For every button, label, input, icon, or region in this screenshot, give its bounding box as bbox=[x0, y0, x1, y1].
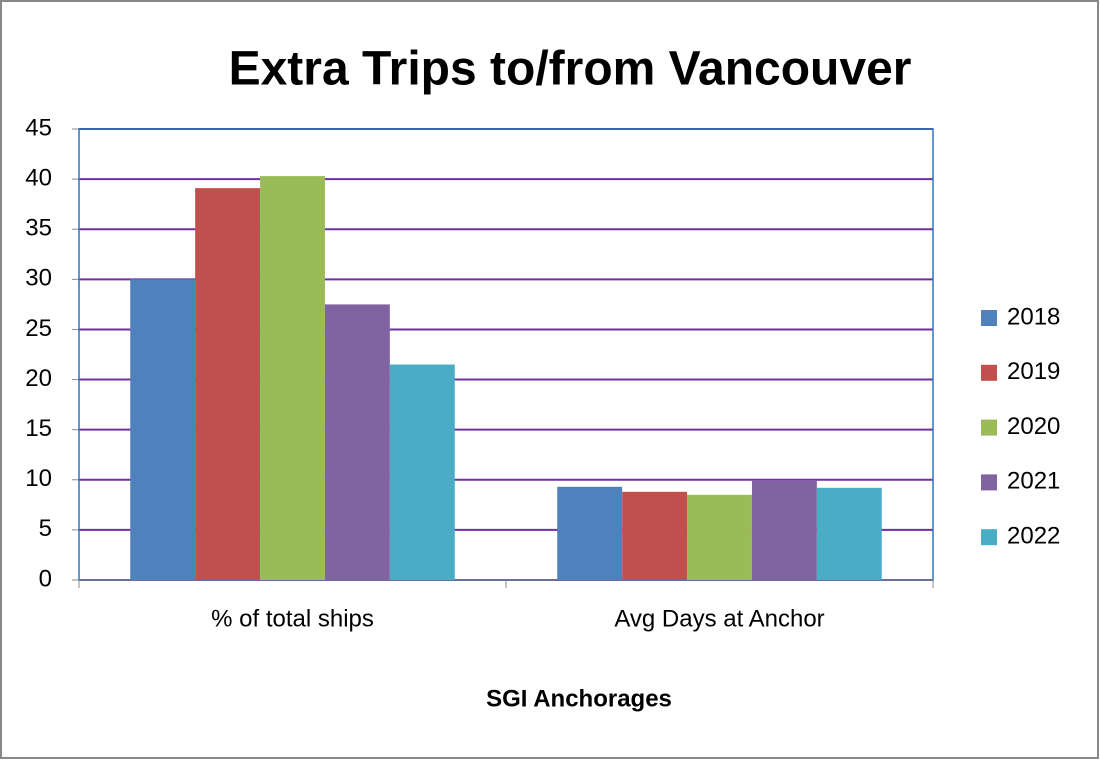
legend-label: 2020 bbox=[1007, 413, 1060, 440]
bar bbox=[557, 486, 623, 580]
bar bbox=[622, 491, 688, 580]
legend-label: 2021 bbox=[1007, 468, 1060, 495]
bar bbox=[130, 279, 196, 580]
bar bbox=[260, 176, 325, 581]
bar bbox=[816, 487, 882, 580]
y-tick-label: 10 bbox=[25, 465, 52, 492]
legend-swatch bbox=[981, 419, 997, 436]
y-tick-label: 20 bbox=[25, 365, 52, 392]
x-tick-label: Avg Days at Anchor bbox=[614, 605, 824, 632]
legend-swatch bbox=[981, 474, 997, 491]
legend-swatch bbox=[981, 529, 997, 546]
bar bbox=[389, 364, 455, 580]
legend-label: 2019 bbox=[1007, 358, 1060, 385]
y-tick-label: 15 bbox=[25, 415, 52, 442]
bar bbox=[195, 188, 261, 580]
bar bbox=[687, 494, 752, 580]
x-tick-label: % of total ships bbox=[211, 605, 374, 632]
y-tick-label: 35 bbox=[25, 215, 52, 242]
y-tick-label: 45 bbox=[25, 114, 52, 141]
legend-swatch bbox=[981, 310, 997, 326]
bar bbox=[751, 480, 817, 580]
y-tick-label: 40 bbox=[25, 164, 52, 191]
bar bbox=[324, 304, 390, 580]
y-tick-label: 25 bbox=[25, 315, 52, 342]
x-axis-title: SGI Anchorages bbox=[486, 685, 672, 712]
legend-swatch bbox=[981, 364, 997, 381]
y-tick-label: 30 bbox=[25, 265, 52, 292]
legend-label: 2022 bbox=[1007, 523, 1060, 550]
legend-label: 2018 bbox=[1007, 303, 1060, 330]
y-tick-label: 0 bbox=[39, 565, 52, 592]
y-tick-label: 5 bbox=[39, 515, 52, 542]
chart-title: Extra Trips to/from Vancouver bbox=[229, 43, 912, 96]
